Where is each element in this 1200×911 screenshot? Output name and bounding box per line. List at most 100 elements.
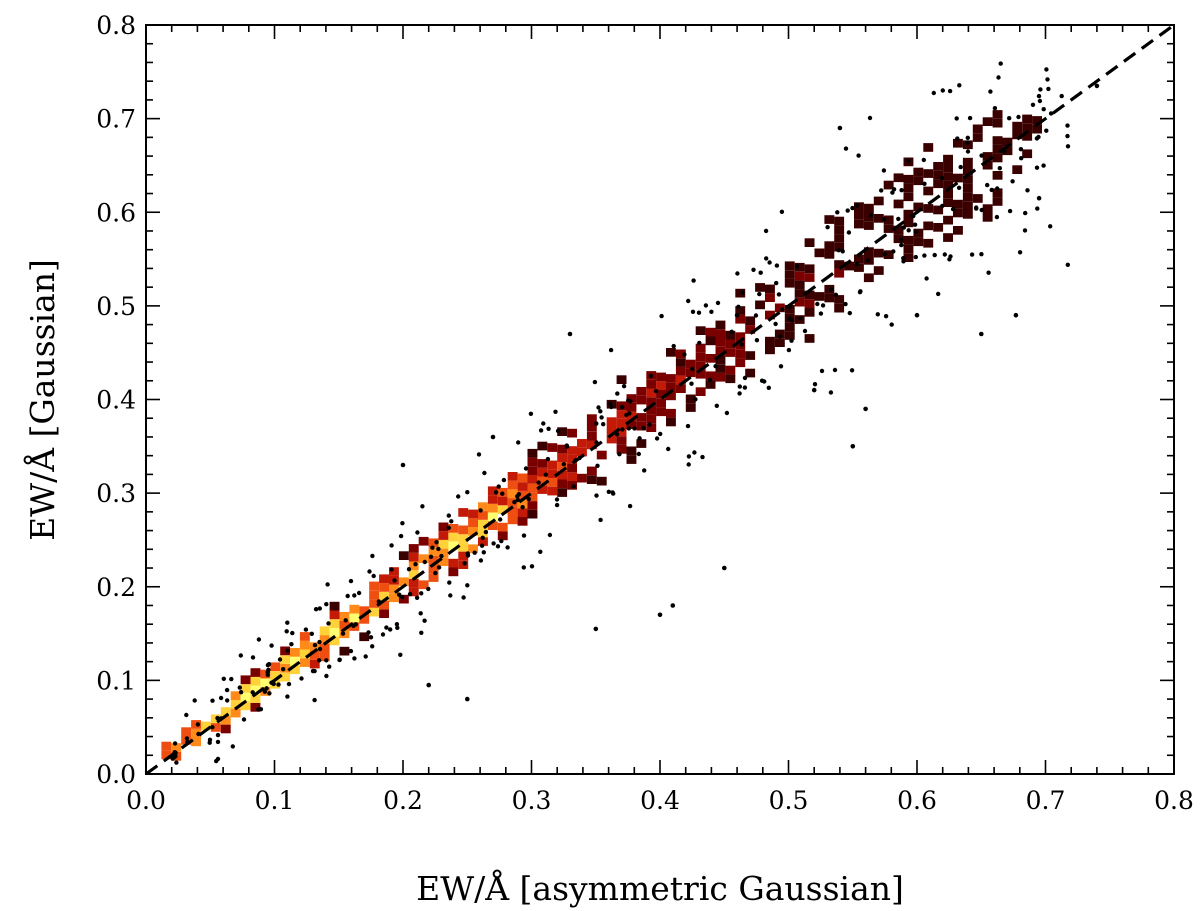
heatmap-cell [646,423,657,432]
heatmap-cell [923,238,934,248]
heatmap-cell [448,558,459,568]
x-axis-title: EW/Å [asymmetric Gaussian] [416,868,904,908]
heatmap-cell [626,455,637,464]
heatmap-cell [685,359,696,369]
heatmap-cell [250,668,261,677]
heatmap-cell [774,338,785,347]
heatmap-cell [408,561,419,571]
outlier-point [567,331,573,337]
heatmap-cell [695,326,706,335]
y-tick-label: 0.1 [96,666,136,695]
scatter-point [896,216,901,222]
heatmap-cell [784,270,795,279]
y-tick-label: 0.0 [96,760,136,789]
heatmap-cell [606,426,617,435]
scatter-point [434,540,439,545]
heatmap-cell [537,459,548,468]
scatter-point [422,618,427,623]
scatter-point [901,256,906,261]
heatmap-cell [765,310,775,320]
scatter-point [419,630,424,635]
scatter-point [998,61,1003,66]
heatmap-cell [299,649,310,659]
scatter-point [394,622,400,627]
scatter-point [740,290,745,295]
heatmap-cell [725,374,736,384]
scatter-point [476,452,482,457]
heatmap-cell [537,485,548,494]
heatmap-cell [824,293,835,303]
heatmap-cell [487,486,498,496]
heatmap-cell [240,675,251,685]
scatter-point [875,312,880,317]
scatter-point [914,229,919,234]
scatter-point [891,187,897,192]
scatter-point [174,760,179,765]
scatter-point [370,644,375,649]
scatter-point [969,252,975,257]
heatmap-cell [329,636,340,646]
heatmap-cell [972,133,983,142]
scatter-point [215,739,221,745]
scatter-point [599,415,604,420]
heatmap-cell [883,224,894,233]
heatmap-cell [765,336,775,346]
heatmap-cell [408,544,419,553]
heatmap-cell [468,518,478,527]
scatter-point [538,428,544,433]
scatter-point [950,206,956,212]
scatter-point [207,740,212,745]
heatmap-cell [557,462,568,471]
heatmap-cell [982,204,993,213]
scatter-point [736,304,741,309]
heatmap-cell [933,223,944,232]
heatmap-cell [438,522,449,532]
heatmap-cell [755,300,765,310]
heatmap-cell [695,369,706,379]
scatter-point [496,484,501,489]
heatmap-cell [577,473,587,483]
scatter-point [899,242,904,248]
scatter-point [317,646,323,652]
heatmap-cell [527,483,538,493]
heatmap-cell [834,303,845,313]
y-tick-label: 0.5 [96,292,136,321]
heatmap-cell [883,215,894,225]
scatter-point [1025,188,1030,193]
scatter-point [289,642,294,647]
heatmap-cell [507,506,518,516]
scatter-point [400,521,405,526]
heatmap-cell [309,659,320,669]
scatter-point [520,505,525,510]
scatter-point [636,451,641,457]
heatmap-cell [784,278,795,288]
scatter-point [529,564,535,569]
heatmap-cell [943,215,953,225]
scatter-point [758,270,763,275]
scatter-point [368,635,374,640]
heatmap-cell [695,387,706,396]
scatter-point [1041,163,1046,168]
heatmap-cell [992,118,1003,128]
scatter-point [954,116,959,121]
heatmap-cell [992,188,1003,198]
heatmap-cell [933,170,944,180]
outlier-point [1013,312,1019,318]
heatmap-cell [507,480,518,490]
scatter-point [448,593,453,598]
heatmap-cell [725,330,736,340]
scatter-point [794,264,800,269]
heatmap-cell [547,486,558,496]
scatter-point [210,698,215,703]
scatter-point [958,164,963,170]
heatmap-cell [992,144,1003,154]
heatmap-cell [774,303,785,313]
scatter-point [192,698,197,703]
heatmap-cell [903,244,914,254]
scatter-point [609,404,614,410]
heatmap-cell [527,501,538,510]
scatter-point [395,625,400,630]
heatmap-cell [398,577,409,587]
scatter-point [798,316,803,321]
heatmap-cell [339,646,350,656]
